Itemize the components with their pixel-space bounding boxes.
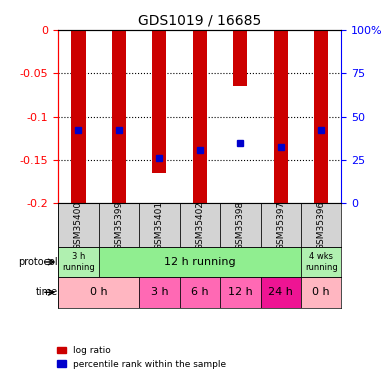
FancyBboxPatch shape [58,277,139,308]
Text: 0 h: 0 h [312,287,330,297]
Legend: log ratio, percentile rank within the sample: log ratio, percentile rank within the sa… [55,344,228,370]
Text: time: time [36,287,58,297]
Text: GSM35402: GSM35402 [195,201,204,250]
Text: 12 h: 12 h [228,287,253,297]
Bar [233,30,248,86]
Bar [314,30,328,203]
Text: 4 wks
running: 4 wks running [305,252,338,272]
Text: GSM35400: GSM35400 [74,201,83,250]
FancyBboxPatch shape [260,203,301,247]
Text: 6 h: 6 h [191,287,209,297]
Title: GDS1019 / 16685: GDS1019 / 16685 [138,13,262,27]
FancyBboxPatch shape [301,247,341,277]
FancyBboxPatch shape [301,277,341,308]
Text: 24 h: 24 h [268,287,293,297]
Text: 0 h: 0 h [90,287,107,297]
FancyBboxPatch shape [180,277,220,308]
Text: GSM35401: GSM35401 [155,201,164,250]
Bar [71,30,85,203]
FancyBboxPatch shape [58,203,99,247]
Text: GSM35398: GSM35398 [236,201,245,250]
FancyBboxPatch shape [220,277,260,308]
Text: protocol: protocol [19,257,58,267]
FancyBboxPatch shape [180,203,220,247]
FancyBboxPatch shape [301,203,341,247]
Bar [112,30,126,203]
FancyBboxPatch shape [139,203,180,247]
Text: GSM35397: GSM35397 [276,201,285,250]
FancyBboxPatch shape [260,277,301,308]
FancyBboxPatch shape [99,203,139,247]
Text: GSM35399: GSM35399 [114,201,123,250]
FancyBboxPatch shape [139,277,180,308]
Bar [274,30,288,203]
FancyBboxPatch shape [58,247,99,277]
FancyBboxPatch shape [220,203,260,247]
Bar [193,30,207,203]
Text: 12 h running: 12 h running [164,257,236,267]
Text: GSM35396: GSM35396 [317,201,326,250]
FancyBboxPatch shape [99,247,301,277]
Text: 3 h
running: 3 h running [62,252,95,272]
Bar [152,30,166,173]
Text: 3 h: 3 h [151,287,168,297]
